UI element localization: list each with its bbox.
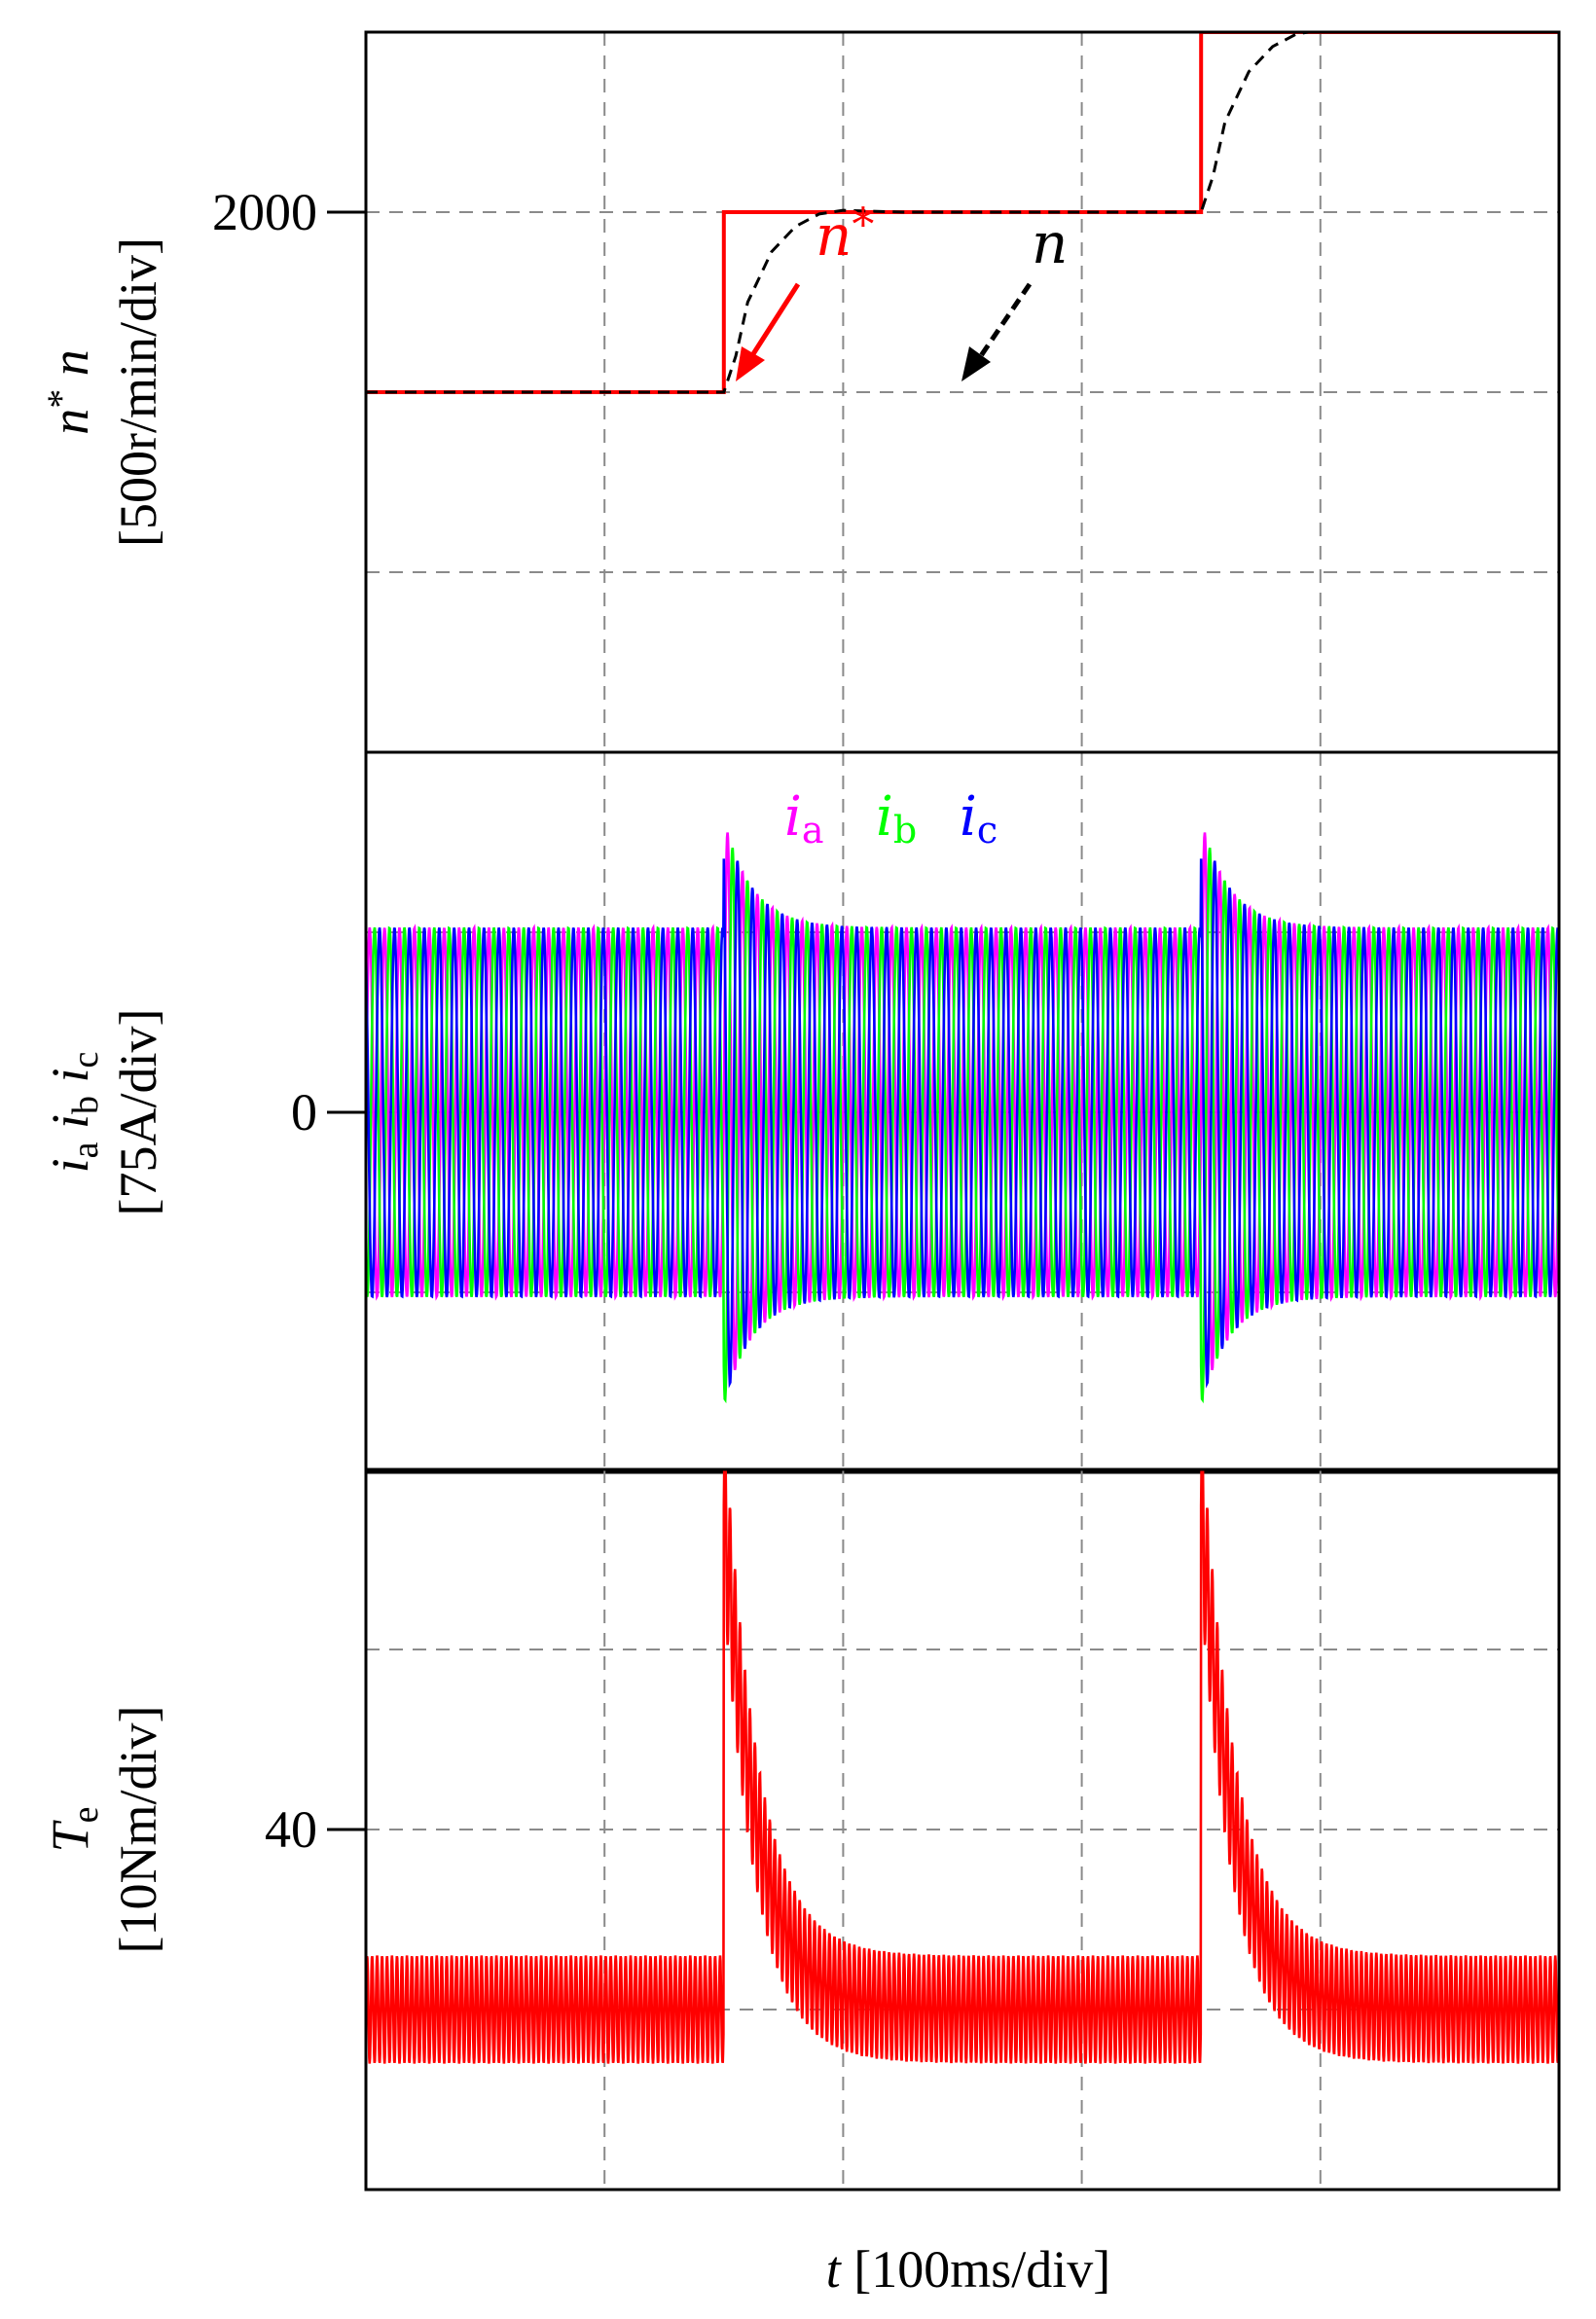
annotation-n-star: n* — [816, 198, 874, 269]
x-axis-var: t — [826, 2240, 843, 2299]
y-axis-title-line1: n* n — [39, 349, 99, 435]
series-Te-line — [366, 1469, 1559, 2064]
y-axis-title-line2: [10Nm/div] — [109, 1706, 167, 1954]
y-axis-title-torque: Te [10Nm/div] — [41, 1706, 167, 1954]
arrow-n-star — [746, 282, 801, 362]
panel-torque: 40 Te [10Nm/div] — [41, 1467, 1561, 2192]
y-axis-title-current: ia ib ic [75A/div] — [41, 1009, 167, 1216]
ytick-label-current: 0 — [291, 1083, 317, 1141]
legend-ia: ia — [784, 785, 824, 852]
panel-current: ia ib ic 0 ia ib ic [75A/div] — [41, 750, 1561, 1474]
y-axis-title-line1: Te — [41, 1807, 106, 1853]
grid-torque — [366, 1469, 1559, 2190]
series-ic-line — [366, 858, 1559, 1389]
arrow-n — [975, 282, 1033, 362]
series-n-line — [366, 32, 1559, 394]
panel-speed: n* n 2000 n* n [500r/min/div] — [39, 30, 1561, 754]
ytick-label-speed: 2000 — [212, 183, 317, 241]
legend-ic: ic — [960, 785, 998, 852]
y-axis-title-line2: [75A/div] — [109, 1009, 167, 1216]
y-axis-title-line2: [500r/min/div] — [109, 237, 167, 547]
arrowhead-n — [961, 346, 991, 381]
series-ib-line — [366, 848, 1559, 1404]
data-torque — [366, 1469, 1559, 2064]
x-axis-title: t [100ms/div] — [826, 2240, 1111, 2299]
y-axis-title-speed: n* n [500r/min/div] — [39, 237, 167, 547]
legend-ib: ib — [876, 785, 917, 852]
ytick-label-torque: 40 — [265, 1800, 317, 1859]
arrowhead-n-star — [736, 346, 765, 381]
panels: n* n 2000 n* n [500r/min/div] ia ib ic 0 ia ib ic… — [39, 30, 1561, 2192]
series-ia-line — [366, 832, 1559, 1371]
annotation-n: n — [1032, 210, 1068, 276]
x-axis-unit: [100ms/div] — [841, 2240, 1111, 2299]
data-speed — [366, 32, 1559, 394]
y-axis-title-line1: ia ib ic — [41, 1052, 106, 1174]
data-current — [366, 832, 1559, 1404]
